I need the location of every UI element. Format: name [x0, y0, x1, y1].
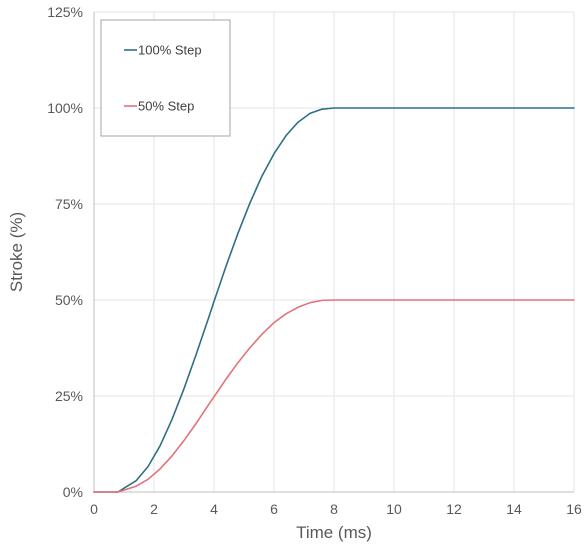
- legend: 100% Step 50% Step: [100, 19, 231, 137]
- legend-item-100-step: 100% Step: [124, 43, 202, 58]
- x-tick-label-16: 16: [566, 501, 582, 517]
- y-tick-label-75pct: 75%: [55, 196, 83, 212]
- legend-box: [100, 19, 231, 137]
- x-axis-title: Time (ms): [296, 523, 372, 542]
- x-tick-label-12: 12: [446, 501, 462, 517]
- y-tick-label-100pct: 100%: [47, 100, 83, 116]
- legend-label-100-step: 100% Step: [138, 43, 202, 58]
- x-axis-ticks: 0 2 4 6 8 10 12 14 16: [90, 501, 582, 517]
- x-tick-label-6: 6: [270, 501, 278, 517]
- legend-label-50-step: 50% Step: [138, 99, 194, 114]
- x-tick-label-10: 10: [386, 501, 402, 517]
- axes: [93, 12, 574, 493]
- y-axis-title: Stroke (%): [7, 212, 26, 292]
- y-tick-label-125pct: 125%: [47, 4, 83, 20]
- series-lines: [93, 107, 575, 493]
- series-line-100-step: [93, 107, 575, 493]
- y-tick-label-50pct: 50%: [55, 292, 83, 308]
- x-tick-label-2: 2: [150, 501, 158, 517]
- y-tick-label-0pct: 0%: [63, 484, 83, 500]
- y-axis-ticks: 0% 25% 50% 75% 100% 125%: [47, 4, 83, 500]
- x-tick-label-8: 8: [330, 501, 338, 517]
- x-tick-label-4: 4: [210, 501, 218, 517]
- x-tick-label-14: 14: [506, 501, 522, 517]
- legend-item-50-step: 50% Step: [124, 99, 194, 114]
- series-line-50-step: [93, 299, 575, 493]
- x-tick-label-0: 0: [90, 501, 98, 517]
- y-tick-label-25pct: 25%: [55, 388, 83, 404]
